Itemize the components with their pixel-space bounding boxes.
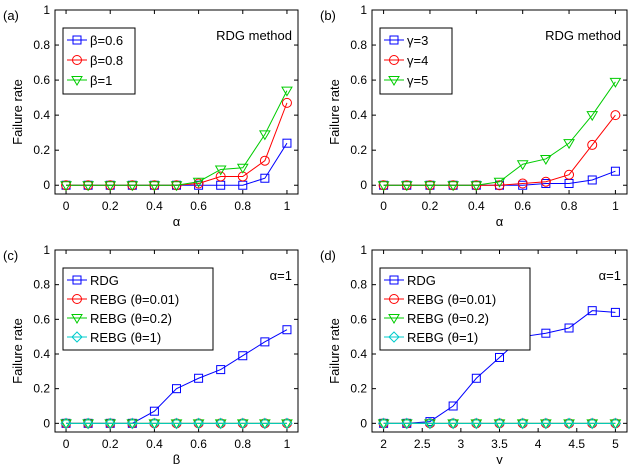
x-tick-label: 0: [380, 199, 387, 213]
x-tick-label: 1: [284, 199, 291, 213]
chart-panel-2: 0 0.2 0.4 0.6 0.8 1 0 0.2 0.4 0.6 0.8 1 α Failure rat…: [320, 3, 627, 229]
chart-panel-1: 0 0.2 0.4 0.6 0.8 1 0 0.2 0.4 0.6 0.8 1 α Failure rat…: [3, 3, 298, 229]
annotation-text: α=1: [599, 268, 621, 283]
y-tick-label: 0.6: [350, 312, 367, 326]
x-axis-label: γ: [496, 452, 503, 464]
x-tick-label: 1: [284, 437, 291, 451]
annotation-text: RDG method: [545, 28, 621, 43]
y-axis-label: Failure rate: [10, 79, 25, 145]
legend-label: γ=4: [407, 53, 428, 68]
x-tick-label: 0.4: [468, 199, 485, 213]
legend: β=0.6 β=0.8 β=1: [63, 28, 135, 94]
y-tick-label: 0.8: [350, 38, 367, 52]
panel-label: (a): [3, 8, 19, 23]
x-tick-label: 0: [63, 199, 70, 213]
y-tick-label: 0.4: [350, 108, 367, 122]
y-tick-label: 0.8: [33, 278, 50, 292]
chart-panel-4: 2 2.5 3 3.5 4 4.5 5 0 0.2 0.4 0.6 0.8 1 γ Failure rate…: [320, 243, 627, 464]
x-axis-label: β: [173, 452, 180, 464]
legend-label: REBG (θ=0.2): [407, 311, 489, 326]
y-tick-label: 0.4: [350, 347, 367, 361]
y-tick-label: 0.6: [350, 73, 367, 87]
y-tick-label: 0.6: [33, 73, 50, 87]
x-tick-label: 0.8: [561, 199, 578, 213]
legend-label: REBG (θ=0.01): [90, 292, 179, 307]
y-tick-label: 0: [360, 416, 367, 430]
x-tick-label: 0.6: [190, 437, 207, 451]
panel-label: (d): [320, 248, 336, 263]
legend-label: REBG (θ=1): [407, 330, 478, 345]
legend-label: γ=5: [407, 73, 428, 88]
y-axis-label: Failure rate: [10, 318, 25, 384]
legend-label: γ=3: [407, 33, 428, 48]
y-axis-label: Failure rate: [327, 318, 342, 384]
y-tick-label: 0.2: [350, 382, 367, 396]
legend: γ=3 γ=4 γ=5: [380, 28, 452, 94]
legend-label: β=1: [90, 73, 112, 88]
x-tick-label: 0.2: [422, 199, 439, 213]
x-tick-label: 0.2: [102, 199, 119, 213]
legend-label: β=0.6: [90, 33, 123, 48]
y-tick-label: 0.4: [33, 108, 50, 122]
legend-label: RDG: [407, 273, 436, 288]
x-tick-label: 4.5: [568, 437, 585, 451]
x-tick-label: 2.5: [414, 437, 431, 451]
y-axis-label: Failure rate: [327, 79, 342, 145]
legend-label: β=0.8: [90, 53, 123, 68]
x-tick-label: 0.4: [146, 199, 163, 213]
x-axis-label: α: [173, 214, 181, 229]
x-tick-label: 0.8: [234, 437, 251, 451]
x-axis-label: α: [496, 214, 504, 229]
y-tick-label: 0: [43, 178, 50, 192]
annotation-text: α=1: [270, 268, 292, 283]
y-tick-label: 0.2: [33, 143, 50, 157]
x-tick-label: 0.2: [102, 437, 119, 451]
y-tick-label: 1: [360, 243, 367, 257]
x-tick-label: 0.6: [514, 199, 531, 213]
x-tick-label: 0: [63, 437, 70, 451]
legend: RDG REBG (θ=0.01) REBG (θ=0.2) REBG (θ=1): [63, 268, 213, 350]
legend-label: REBG (θ=0.2): [90, 311, 172, 326]
y-tick-label: 0.2: [33, 382, 50, 396]
x-tick-label: 0.8: [234, 199, 251, 213]
x-tick-label: 5: [612, 437, 619, 451]
panel-label: (b): [320, 8, 336, 23]
x-tick-label: 3: [458, 437, 465, 451]
y-tick-label: 1: [360, 3, 367, 17]
x-tick-label: 1: [612, 199, 619, 213]
x-tick-label: 0.4: [146, 437, 163, 451]
y-tick-label: 0.8: [33, 38, 50, 52]
annotation-text: RDG method: [216, 28, 292, 43]
legend-label: REBG (θ=0.01): [407, 292, 496, 307]
x-tick-label: 2: [380, 437, 387, 451]
y-tick-label: 1: [43, 3, 50, 17]
legend: RDG REBG (θ=0.01) REBG (θ=0.2) REBG (θ=1): [380, 268, 530, 350]
y-tick-label: 0: [43, 416, 50, 430]
y-tick-label: 0.2: [350, 143, 367, 157]
panel-label: (c): [3, 248, 18, 263]
chart-panel-3: 0 0.2 0.4 0.6 0.8 1 0 0.2 0.4 0.6 0.8 1 β Failure rat…: [3, 243, 298, 464]
y-tick-label: 1: [43, 243, 50, 257]
x-tick-label: 3.5: [491, 437, 508, 451]
y-tick-label: 0.8: [350, 278, 367, 292]
legend-label: REBG (θ=1): [90, 330, 161, 345]
y-tick-label: 0: [360, 178, 367, 192]
legend-label: RDG: [90, 273, 119, 288]
y-tick-label: 0.6: [33, 312, 50, 326]
y-tick-label: 0.4: [33, 347, 50, 361]
x-tick-label: 0.6: [190, 199, 207, 213]
x-tick-label: 4: [535, 437, 542, 451]
